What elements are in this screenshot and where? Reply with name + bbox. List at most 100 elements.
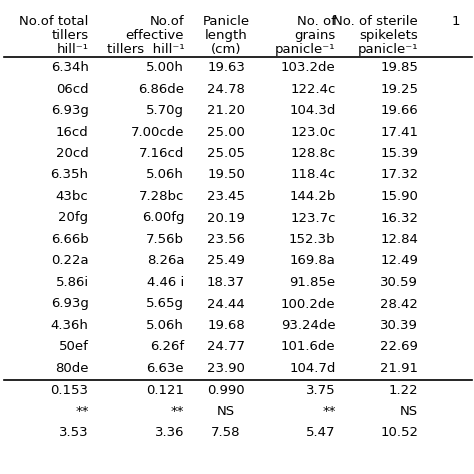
Text: 6.66b: 6.66b (51, 233, 89, 246)
Text: 24.78: 24.78 (207, 82, 245, 95)
Text: 17.41: 17.41 (380, 126, 418, 138)
Text: 22.69: 22.69 (380, 340, 418, 354)
Text: 93.24de: 93.24de (281, 319, 336, 332)
Text: 80de: 80de (55, 362, 89, 375)
Text: 100.2de: 100.2de (281, 298, 336, 310)
Text: 6.26f: 6.26f (150, 340, 184, 354)
Text: 5.06h: 5.06h (146, 168, 184, 182)
Text: 6.35h: 6.35h (51, 168, 89, 182)
Text: 123.0c: 123.0c (290, 126, 336, 138)
Text: **: ** (171, 405, 184, 418)
Text: NS: NS (217, 405, 235, 418)
Text: 30.59: 30.59 (380, 276, 418, 289)
Text: NS: NS (400, 405, 418, 418)
Text: 152.3b: 152.3b (289, 233, 336, 246)
Text: 1.22: 1.22 (389, 383, 418, 396)
Text: 19.50: 19.50 (207, 168, 245, 182)
Text: 8.26a: 8.26a (146, 255, 184, 267)
Text: 15.90: 15.90 (380, 190, 418, 203)
Text: 1: 1 (452, 15, 460, 28)
Text: No.of total: No.of total (19, 15, 89, 28)
Text: 5.06h: 5.06h (146, 319, 184, 332)
Text: 24.44: 24.44 (207, 298, 245, 310)
Text: 19.85: 19.85 (380, 61, 418, 74)
Text: 43bc: 43bc (56, 190, 89, 203)
Text: 50ef: 50ef (59, 340, 89, 354)
Text: 6.63e: 6.63e (146, 362, 184, 375)
Text: 23.45: 23.45 (207, 190, 245, 203)
Text: 24.77: 24.77 (207, 340, 245, 354)
Text: 0.153: 0.153 (51, 383, 89, 396)
Text: 103.2de: 103.2de (281, 61, 336, 74)
Text: 5.70g: 5.70g (146, 104, 184, 117)
Text: 101.6de: 101.6de (281, 340, 336, 354)
Text: 6.00fg: 6.00fg (142, 211, 184, 225)
Text: 18.37: 18.37 (207, 276, 245, 289)
Text: 7.28bc: 7.28bc (139, 190, 184, 203)
Text: 123.7c: 123.7c (290, 211, 336, 225)
Text: 0.990: 0.990 (207, 383, 245, 396)
Text: 12.84: 12.84 (380, 233, 418, 246)
Text: 23.56: 23.56 (207, 233, 245, 246)
Text: 7.58: 7.58 (211, 427, 241, 439)
Text: 5.00h: 5.00h (146, 61, 184, 74)
Text: 118.4c: 118.4c (290, 168, 336, 182)
Text: panicle⁻¹: panicle⁻¹ (358, 43, 418, 56)
Text: 5.86i: 5.86i (55, 276, 89, 289)
Text: effective: effective (126, 29, 184, 42)
Text: 25.05: 25.05 (207, 147, 245, 160)
Text: 28.42: 28.42 (380, 298, 418, 310)
Text: 21.20: 21.20 (207, 104, 245, 117)
Text: 104.7d: 104.7d (289, 362, 336, 375)
Text: 19.66: 19.66 (381, 104, 418, 117)
Text: 30.39: 30.39 (380, 319, 418, 332)
Text: 20fg: 20fg (58, 211, 89, 225)
Text: 5.47: 5.47 (306, 427, 336, 439)
Text: 20.19: 20.19 (207, 211, 245, 225)
Text: 23.90: 23.90 (207, 362, 245, 375)
Text: length: length (205, 29, 247, 42)
Text: 06cd: 06cd (56, 82, 89, 95)
Text: (cm): (cm) (211, 43, 241, 56)
Text: Panicle: Panicle (202, 15, 250, 28)
Text: 144.2b: 144.2b (289, 190, 336, 203)
Text: 7.16cd: 7.16cd (139, 147, 184, 160)
Text: 17.32: 17.32 (380, 168, 418, 182)
Text: 19.25: 19.25 (380, 82, 418, 95)
Text: 20cd: 20cd (56, 147, 89, 160)
Text: No. of: No. of (297, 15, 336, 28)
Text: 25.00: 25.00 (207, 126, 245, 138)
Text: 5.65g: 5.65g (146, 298, 184, 310)
Text: spikelets: spikelets (359, 29, 418, 42)
Text: 3.75: 3.75 (306, 383, 336, 396)
Text: 21.91: 21.91 (380, 362, 418, 375)
Text: 4.46 i: 4.46 i (147, 276, 184, 289)
Text: 7.56b: 7.56b (146, 233, 184, 246)
Text: 3.53: 3.53 (59, 427, 89, 439)
Text: **: ** (75, 405, 89, 418)
Text: 122.4c: 122.4c (290, 82, 336, 95)
Text: 16.32: 16.32 (380, 211, 418, 225)
Text: 19.63: 19.63 (207, 61, 245, 74)
Text: 3.36: 3.36 (155, 427, 184, 439)
Text: 7.00cde: 7.00cde (131, 126, 184, 138)
Text: 16cd: 16cd (56, 126, 89, 138)
Text: tillers: tillers (52, 29, 89, 42)
Text: No. of sterile: No. of sterile (334, 15, 418, 28)
Text: 25.49: 25.49 (207, 255, 245, 267)
Text: **: ** (322, 405, 336, 418)
Text: 6.93g: 6.93g (51, 298, 89, 310)
Text: 91.85e: 91.85e (290, 276, 336, 289)
Text: 10.52: 10.52 (380, 427, 418, 439)
Text: 19.68: 19.68 (207, 319, 245, 332)
Text: panicle⁻¹: panicle⁻¹ (275, 43, 336, 56)
Text: 6.86de: 6.86de (138, 82, 184, 95)
Text: 0.22a: 0.22a (51, 255, 89, 267)
Text: hill⁻¹: hill⁻¹ (56, 43, 89, 56)
Text: 12.49: 12.49 (380, 255, 418, 267)
Text: 15.39: 15.39 (380, 147, 418, 160)
Text: 104.3d: 104.3d (289, 104, 336, 117)
Text: 6.34h: 6.34h (51, 61, 89, 74)
Text: No.of: No.of (150, 15, 184, 28)
Text: 0.121: 0.121 (146, 383, 184, 396)
